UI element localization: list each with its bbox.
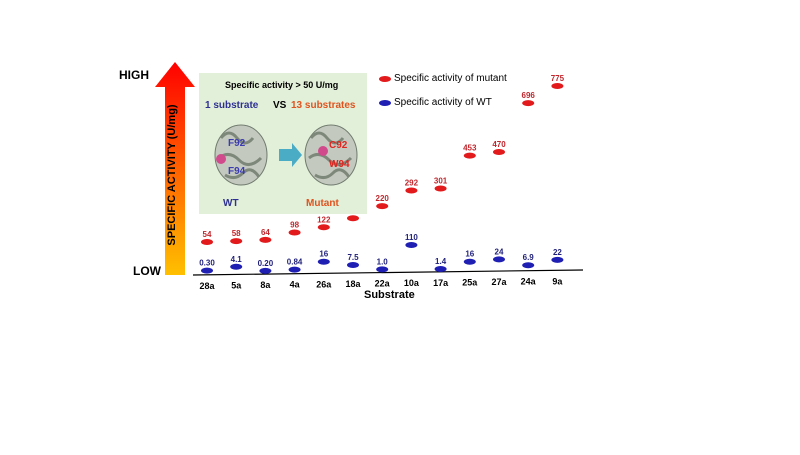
- x-tick-label: 28a: [199, 281, 215, 291]
- x-tick-label: 24a: [521, 277, 537, 287]
- legend-entry-wt: Specific activity of WT: [394, 97, 492, 108]
- y-axis-title: SPECIFIC ACTIVITY (U/mg): [166, 104, 178, 246]
- mutant-data-label: 292: [405, 179, 419, 188]
- mutant-point: [551, 83, 564, 89]
- wt-data-label: 16: [465, 250, 474, 259]
- mutant-point: [376, 203, 389, 210]
- wt-point: [201, 267, 213, 274]
- x-tick-label: 18a: [345, 279, 361, 289]
- inset-title: Specific activity > 50 U/mg: [225, 80, 339, 90]
- mutant-point: [230, 238, 243, 245]
- wt-point: [317, 258, 330, 265]
- wt-point: [259, 267, 272, 274]
- y-axis-low-label: LOW: [133, 264, 161, 278]
- wt-data-label: 24: [495, 247, 504, 256]
- protein-illustration: [214, 124, 358, 186]
- mutant-point: [522, 100, 535, 107]
- mutant-point: [288, 229, 301, 236]
- x-tick-label: 25a: [462, 277, 478, 287]
- wt-data-label: 4.1: [231, 255, 243, 264]
- wt-residue-label: F94: [228, 166, 246, 177]
- mutant-data-label: 775: [551, 74, 565, 83]
- wt-data-label: 0.20: [258, 259, 274, 268]
- mutant-label: Mutant: [306, 198, 339, 209]
- mutant-point: [259, 236, 272, 243]
- chart-marks: 28a 5a 8a 4a 26a 18a 22a 10a 17a 25a 27a 24a 9a 54 58 6…: [199, 74, 564, 291]
- wt-label: WT: [223, 198, 239, 209]
- wt-point: [522, 262, 535, 269]
- activity-gradient-arrow: [155, 62, 195, 275]
- wt-point: [288, 266, 301, 273]
- wt-point: [405, 242, 418, 248]
- mutant-point: [434, 185, 447, 192]
- mutant-data-label: 98: [290, 220, 299, 229]
- wt-data-label: 7.5: [347, 253, 359, 262]
- x-tick-label: 10a: [404, 278, 420, 288]
- comparison-inset: Specific activity > 50 U/mg 1 substrate …: [199, 73, 367, 214]
- mutant-residue-label: W94: [329, 159, 350, 170]
- mutant-point: [201, 239, 213, 245]
- wt-point: [347, 261, 359, 268]
- wt-point: [230, 263, 243, 270]
- x-axis-line: [192, 269, 584, 276]
- mutant-data-label: 696: [522, 91, 536, 100]
- wt-data-label: 16: [319, 250, 328, 259]
- mutant-point: [463, 152, 476, 159]
- wt-data-label: 1.4: [435, 257, 447, 266]
- legend-entry-mutant: Specific activity of mutant: [394, 73, 507, 84]
- legend-marker-mutant: [379, 76, 391, 82]
- x-tick-label: 22a: [375, 279, 391, 289]
- wt-data-label: 6.9: [523, 253, 535, 262]
- wt-point: [493, 256, 505, 263]
- x-tick-label: 27a: [491, 277, 507, 287]
- wt-data-label: 110: [405, 233, 418, 242]
- transition-arrow: [279, 143, 302, 167]
- mutant-residue-label: C92: [329, 140, 348, 151]
- wt-data-label: 1.0: [377, 257, 389, 266]
- x-tick-label: 5a: [231, 280, 242, 290]
- x-tick-label: 9a: [552, 276, 563, 286]
- y-axis-high-label: HIGH: [119, 68, 149, 82]
- mutant-substrate-count: 13 substrates: [291, 100, 356, 111]
- wt-point: [463, 258, 476, 265]
- wt-substrate-count: 1 substrate: [205, 100, 259, 111]
- mutant-point: [347, 215, 359, 222]
- wt-point: [434, 265, 447, 272]
- mutant-data-label: 470: [492, 140, 506, 149]
- mutant-point: [317, 224, 330, 231]
- x-tick-label: 17a: [433, 278, 449, 288]
- mutant-protein-image: [304, 124, 358, 186]
- versus-label: VS: [273, 100, 287, 111]
- mutant-data-label: 220: [376, 194, 390, 203]
- mutant-point: [405, 187, 418, 194]
- mutant-point: [493, 148, 505, 155]
- x-tick-label: 26a: [316, 279, 332, 289]
- mutant-data-label: 54: [203, 230, 212, 239]
- x-tick-label: 8a: [260, 280, 271, 290]
- wt-point: [551, 256, 564, 263]
- x-axis-title: Substrate: [364, 289, 415, 301]
- wt-point: [376, 266, 389, 273]
- legend-markers: [379, 76, 391, 106]
- wt-data-label: 0.30: [199, 259, 215, 268]
- mutant-data-label: 58: [232, 229, 241, 238]
- mutant-data-label: 301: [434, 177, 448, 186]
- wt-protein-image: [214, 124, 268, 186]
- mutant-data-label: 453: [463, 144, 477, 153]
- wt-data-label: 22: [553, 248, 562, 257]
- mutant-data-label: 122: [317, 215, 331, 224]
- mutant-data-label: 64: [261, 228, 270, 237]
- wt-data-label: 0.84: [287, 258, 303, 267]
- wt-residue-label: F92: [228, 138, 246, 149]
- x-tick-label: 4a: [290, 280, 301, 290]
- legend-marker-wt: [379, 100, 391, 106]
